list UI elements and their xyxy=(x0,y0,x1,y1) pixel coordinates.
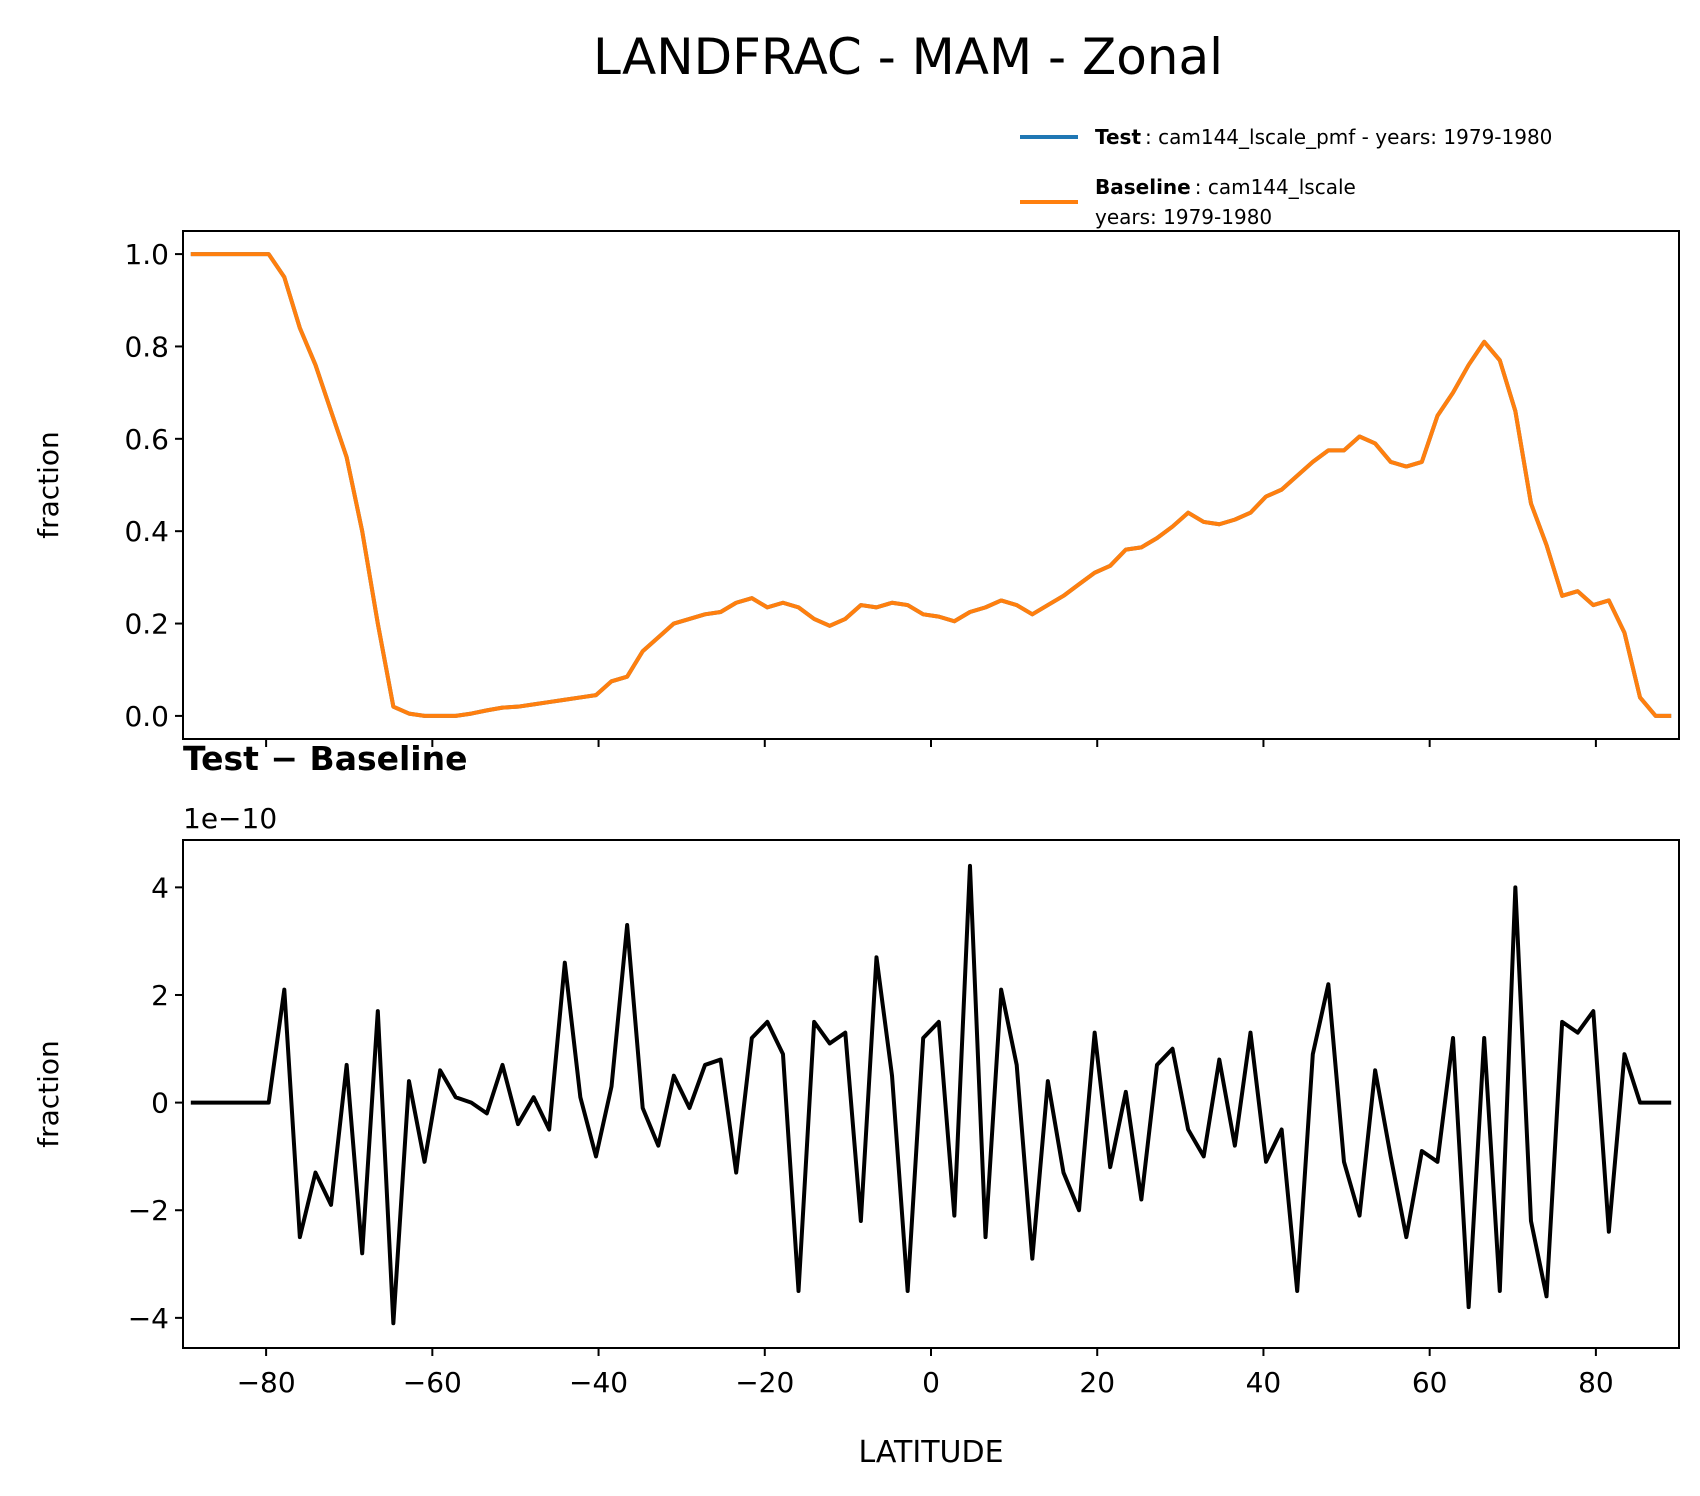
x-tick-label: 80 xyxy=(1578,1366,1614,1399)
subplot-title: Test − Baseline xyxy=(183,739,468,778)
legend-label: Test: cam144_lscale_pmf - years: 1979-19… xyxy=(1095,125,1552,149)
y-tick-label: 0.2 xyxy=(124,608,169,641)
x-tick-label: 0 xyxy=(922,1366,940,1399)
series-line xyxy=(190,863,1672,1326)
x-tick-label: 20 xyxy=(1079,1366,1115,1399)
y-tick-label: −4 xyxy=(128,1302,169,1335)
axes-frame xyxy=(182,230,1680,740)
legend-name: Baseline xyxy=(1095,175,1191,199)
legend-description: : cam144_lscale_pmf - years: 1979-1980 xyxy=(1145,125,1552,149)
y-axis-label: fraction xyxy=(32,1040,65,1148)
y-tick-label: 0.8 xyxy=(124,330,169,363)
series-line xyxy=(190,252,1672,718)
x-tick-label: −80 xyxy=(237,1366,296,1399)
x-tick-label: −20 xyxy=(735,1366,794,1399)
legend-label: Baseline: cam144_lscale xyxy=(1095,175,1356,199)
chart-title: LANDFRAC - MAM - Zonal xyxy=(593,28,1223,86)
y-tick-label: 0.6 xyxy=(124,423,169,456)
x-tick-label: 40 xyxy=(1246,1366,1282,1399)
x-tick-label: −60 xyxy=(403,1366,462,1399)
y-axis-label: fraction xyxy=(32,431,65,539)
axes-frame xyxy=(182,839,1680,1349)
x-axis-label: LATITUDE xyxy=(858,1435,1003,1470)
y-tick-label: 0.4 xyxy=(124,515,169,548)
y-tick-label: 0.0 xyxy=(124,700,169,733)
y-tick-label: 1.0 xyxy=(124,238,169,271)
x-tick-label: 60 xyxy=(1412,1366,1448,1399)
y-tick-label: 2 xyxy=(151,979,169,1012)
y-tick-label: 0 xyxy=(151,1087,169,1120)
offset-text: 1e−10 xyxy=(183,802,277,835)
y-tick-label: −2 xyxy=(128,1194,169,1227)
legend-description: years: 1979-1980 xyxy=(1095,205,1272,229)
legend-name: Test xyxy=(1095,125,1141,149)
x-tick-label: −40 xyxy=(569,1366,628,1399)
y-tick-label: 4 xyxy=(151,871,169,904)
series-line xyxy=(190,252,1672,718)
legend-description: : cam144_lscale xyxy=(1195,175,1356,199)
